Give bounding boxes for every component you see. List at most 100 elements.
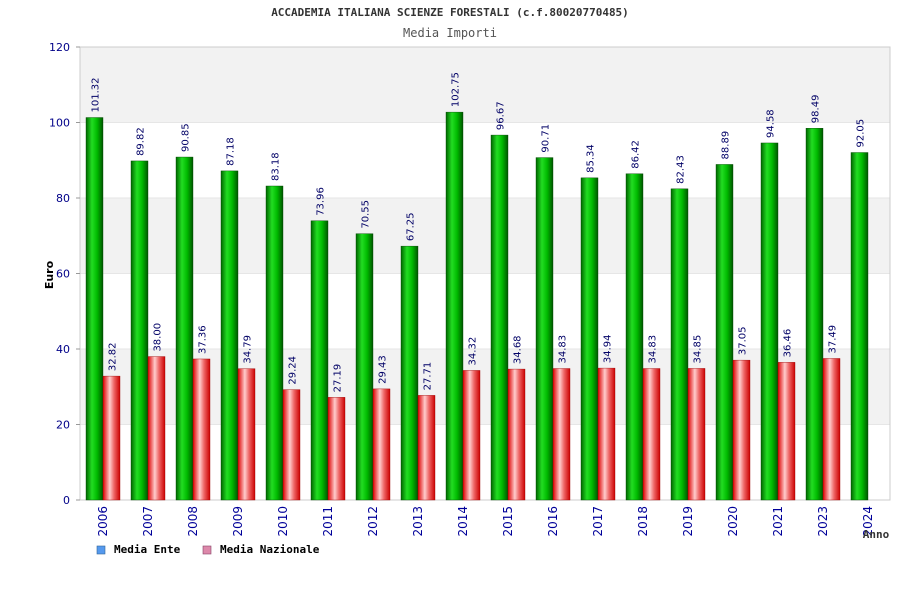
data-labels: 101.32 32.82 89.82 38.00 90.85 37.36 87.18 34.7…	[91, 72, 867, 392]
bar-media-ente	[850, 152, 869, 501]
y-axis: 0 20 40 60 80 100 120	[49, 41, 80, 507]
data-label: 90.71	[541, 124, 552, 153]
data-label: 85.34	[586, 144, 597, 173]
x-tick-label: 2009	[231, 506, 245, 537]
data-label: 34.83	[558, 335, 569, 364]
bar-media-nazionale	[102, 375, 121, 501]
data-label: 27.19	[333, 364, 344, 393]
x-tick-label: 2016	[546, 506, 560, 537]
bar-media-nazionale	[327, 397, 346, 501]
y-tick-label: 0	[63, 494, 70, 507]
bar-media-ente	[175, 156, 194, 501]
bar-media-ente	[310, 220, 329, 501]
x-tick-label: 2011	[321, 506, 335, 537]
x-tick-label: 2018	[636, 506, 650, 537]
data-label: 67.25	[406, 212, 417, 241]
bar-media-nazionale	[777, 362, 796, 501]
data-label: 32.82	[108, 342, 119, 371]
bar-media-nazionale	[597, 367, 616, 501]
bar-media-nazionale	[822, 358, 841, 501]
bar-media-ente	[85, 117, 104, 501]
bar-media-nazionale	[552, 368, 571, 501]
bar-media-ente	[580, 177, 599, 501]
chart-title: ACCADEMIA ITALIANA SCIENZE FORESTALI (c.…	[271, 6, 629, 19]
bar-media-ente	[670, 188, 689, 501]
bar-media-ente	[715, 164, 734, 501]
grid-band	[80, 349, 890, 425]
x-tick-label: 2024	[861, 506, 875, 537]
bar-media-ente	[400, 245, 419, 501]
data-label: 38.00	[153, 323, 164, 352]
grid-band	[80, 47, 890, 123]
legend-swatch-media-ente	[96, 545, 106, 555]
data-label: 86.42	[631, 140, 642, 169]
x-tick-label: 2010	[276, 506, 290, 537]
x-axis: 2006 2007 2008 2009 2010 2011 2012 2013 2014 2015…	[96, 506, 875, 537]
data-label: 87.18	[226, 137, 237, 166]
data-label: 34.68	[513, 335, 524, 364]
x-tick-label: 2019	[681, 506, 695, 537]
x-tick-label: 2014	[456, 506, 470, 537]
x-tick-label: 2017	[591, 506, 605, 537]
data-label: 34.79	[243, 335, 254, 364]
x-tick-label: 2013	[411, 506, 425, 537]
data-label: 34.32	[468, 337, 479, 366]
legend: Media Ente Media Nazionale	[96, 543, 320, 556]
data-label: 34.83	[648, 335, 659, 364]
bar-media-nazionale	[417, 395, 436, 501]
data-label: 96.67	[496, 101, 507, 130]
data-label: 34.94	[603, 334, 614, 363]
grid-band	[80, 424, 890, 500]
data-label: 27.71	[423, 362, 434, 391]
x-tick-label: 2023	[816, 506, 830, 537]
x-tick-label: 2007	[141, 506, 155, 537]
bar-media-ente	[760, 142, 779, 501]
data-label: 102.75	[451, 72, 462, 107]
bar-media-ente	[220, 170, 239, 501]
y-tick-label: 120	[49, 41, 70, 54]
data-label: 36.46	[783, 329, 794, 358]
data-label: 29.43	[378, 355, 389, 384]
bar-media-nazionale	[687, 368, 706, 501]
bar-media-nazionale	[282, 389, 301, 501]
bar-media-ente	[490, 134, 509, 501]
grid-band	[80, 122, 890, 198]
data-label: 88.89	[721, 131, 732, 160]
bar-media-ente	[130, 160, 149, 501]
data-label: 90.85	[181, 123, 192, 152]
bar-media-nazionale	[372, 388, 391, 501]
x-tick-label: 2008	[186, 506, 200, 537]
bars	[85, 111, 869, 501]
bar-media-ente	[265, 185, 284, 501]
x-tick-label: 2020	[726, 506, 740, 537]
x-axis-label: Anno	[863, 528, 890, 541]
data-label: 82.43	[676, 155, 687, 184]
y-axis-label: Euro	[43, 260, 56, 289]
data-label: 73.96	[316, 187, 327, 216]
data-label: 34.85	[693, 335, 704, 364]
x-tick-label: 2015	[501, 506, 515, 537]
bar-media-nazionale	[507, 368, 526, 501]
x-tick-label: 2006	[96, 506, 110, 537]
bar-media-ente	[535, 157, 554, 501]
data-label: 94.58	[766, 109, 777, 138]
bar-media-ente	[355, 233, 374, 501]
y-tick-label: 80	[56, 192, 70, 205]
y-tick-label: 20	[56, 419, 70, 432]
grid-band	[80, 198, 890, 274]
bar-media-nazionale	[147, 356, 166, 501]
grid-band	[80, 273, 890, 349]
legend-label-media-nazionale: Media Nazionale	[220, 543, 320, 556]
y-tick-label: 100	[49, 117, 70, 130]
data-label: 83.18	[271, 152, 282, 181]
x-tick-label: 2012	[366, 506, 380, 537]
bar-media-nazionale	[642, 368, 661, 501]
legend-swatch-media-nazionale	[202, 545, 212, 555]
bar-media-ente	[805, 128, 824, 501]
bar-media-ente	[625, 173, 644, 501]
data-label: 37.05	[738, 326, 749, 355]
x-tick-label: 2021	[771, 506, 785, 537]
bar-media-ente	[445, 111, 464, 501]
